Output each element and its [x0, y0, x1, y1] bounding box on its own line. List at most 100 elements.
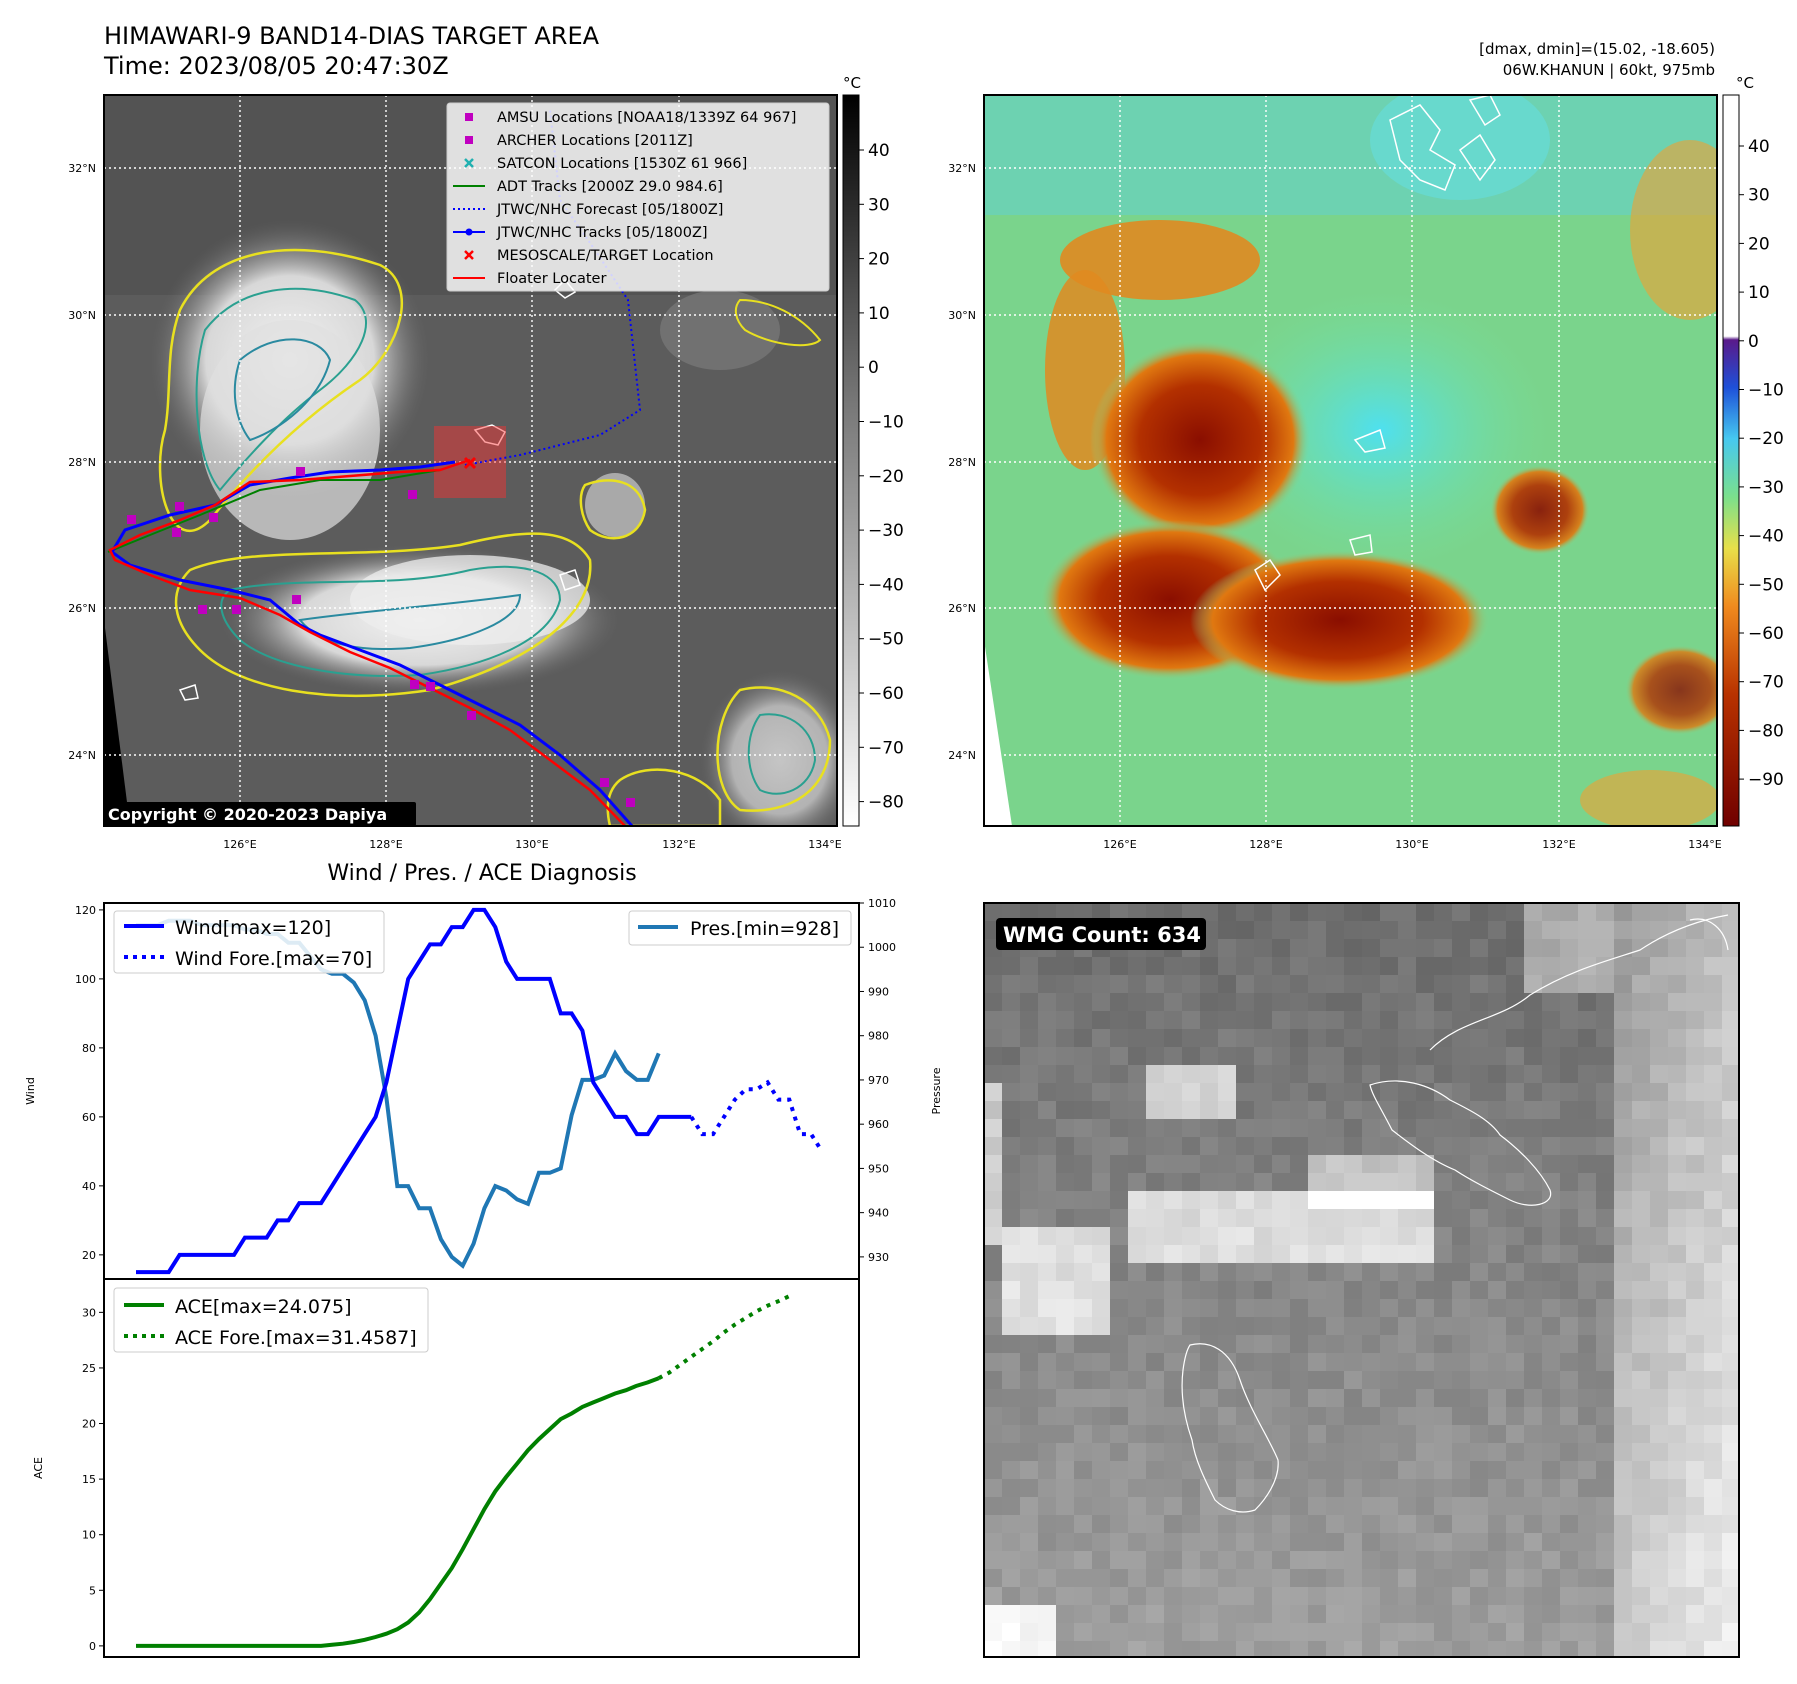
- contour-line: [158, 248, 404, 532]
- legend-label: SATCON Locations [1530Z 61 966]: [497, 156, 747, 172]
- lon-label: 134°E: [1688, 838, 1721, 851]
- lon-label: 126°E: [223, 838, 256, 851]
- ace-tick-label: 15: [82, 1473, 96, 1486]
- colorbar-tick: −10: [868, 413, 904, 433]
- wmg-frame: [983, 902, 1740, 1658]
- pressure-axis-ticks: 930 940 950 960 970 980 990 1000 1010: [859, 897, 896, 1264]
- colorbar-tick: −20: [1748, 429, 1784, 449]
- ir-lat-labels: 32°N 30°N 28°N 26°N 24°N: [68, 162, 96, 762]
- wind-tick-label: 120: [75, 904, 96, 917]
- ace-tick-label: 0: [89, 1640, 96, 1653]
- colorbar-tick: −40: [1748, 527, 1784, 547]
- copyright-text: Copyright © 2020-2023 Dapiya: [108, 805, 387, 824]
- lon-label: 134°E: [808, 838, 841, 851]
- ace-line: [136, 1376, 660, 1648]
- wind-pressure-chart: 20 40 60 80 100 120 930 940 950 960 970 980 990 1000…: [24, 897, 943, 1280]
- colorbar-tick: −60: [868, 684, 904, 704]
- colorbar-tick: 30: [868, 195, 890, 215]
- colorbar-tick: 30: [1748, 186, 1770, 206]
- enhanced-map-frame: [983, 94, 1718, 827]
- storm-info-text: 06W.KHANUN | 60kt, 975mb: [1503, 61, 1715, 79]
- pressure-tick-label: 940: [868, 1207, 889, 1220]
- figure-title: HIMAWARI-9 BAND14-DIAS TARGET AREA: [104, 22, 600, 50]
- wmg-count-text: WMG Count: 634: [1003, 923, 1201, 947]
- enhanced-colorbar-unit: °C: [1736, 74, 1754, 92]
- target-x-marker: [463, 456, 477, 470]
- colorbar-tick: −60: [1748, 624, 1784, 644]
- ace-legend-label: ACE[max=24.075]: [175, 1296, 352, 1318]
- pressure-tick-label: 980: [868, 1030, 889, 1043]
- diagnosis-title: Wind / Pres. / ACE Diagnosis: [327, 861, 636, 886]
- lat-label: 30°N: [948, 309, 976, 322]
- colorbar-tick: 0: [868, 358, 879, 378]
- cold-cloud-south: [1190, 550, 1490, 690]
- enhanced-map-panel: 32°N 30°N 28°N 26°N 24°N 126°E 128°E 130°E 132°…: [948, 94, 1722, 851]
- colorbar-tick: −10: [1748, 381, 1784, 401]
- pressure-axis-label: Pressure: [930, 1067, 943, 1114]
- colorbar-tick: −30: [1748, 478, 1784, 498]
- legend-label: AMSU Locations [NOAA18/1339Z 64 967]: [497, 110, 796, 126]
- ace-legend: ACE[max=24.075] ACE Fore.[max=31.4587]: [113, 1287, 429, 1353]
- lat-label: 32°N: [68, 162, 96, 175]
- colorbar-tick: −70: [1748, 673, 1784, 693]
- colorbar-tick: 40: [868, 141, 890, 161]
- lat-label: 32°N: [948, 162, 976, 175]
- ir-lon-labels: 126°E 128°E 130°E 132°E 134°E: [223, 838, 841, 851]
- legend-label: MESOSCALE/TARGET Location: [497, 248, 714, 264]
- colorbar-tick: 10: [1748, 283, 1770, 303]
- pressure-tick-label: 930: [868, 1251, 889, 1264]
- pressure-tick-label: 1010: [868, 897, 896, 910]
- adt-track: [107, 469, 441, 553]
- ace-forecast-legend-label: ACE Fore.[max=31.4587]: [175, 1327, 417, 1349]
- ir-colorbar-unit: °C: [843, 74, 861, 92]
- wmg-panel: WMG Count: 634: [983, 902, 1740, 1658]
- pressure-legend-label: Pres.[min=928]: [690, 918, 839, 940]
- lat-label: 28°N: [68, 456, 96, 469]
- pressure-legend: Pres.[min=928]: [628, 910, 852, 946]
- wind-forecast-line: [689, 1079, 824, 1153]
- lat-label: 24°N: [948, 749, 976, 762]
- ace-forecast-line: [657, 1294, 791, 1380]
- ace-axis-label: ACE: [32, 1457, 45, 1479]
- ir-colorbar: °C 40 30 20 10 0 −10 −20 −30 −40 −50 −60 −70 −80: [842, 74, 904, 827]
- pressure-tick-label: 990: [868, 985, 889, 998]
- colorbar-tick: −70: [868, 738, 904, 758]
- enhanced-no-data-region: [984, 640, 1012, 826]
- colorbar-tick: −80: [1748, 721, 1784, 741]
- wind-tick-label: 100: [75, 973, 96, 986]
- ace-tick-label: 5: [89, 1584, 96, 1597]
- figure-time: Time: 2023/08/05 20:47:30Z: [103, 52, 449, 80]
- lon-label: 130°E: [515, 838, 548, 851]
- cold-cloud-north: [1090, 340, 1310, 540]
- lat-label: 26°N: [948, 602, 976, 615]
- lon-label: 132°E: [1542, 838, 1575, 851]
- pressure-tick-label: 970: [868, 1074, 889, 1087]
- wind-legend: Wind[max=120] Wind Fore.[max=70]: [113, 910, 385, 974]
- wind-tick-label: 20: [82, 1249, 96, 1262]
- lon-label: 128°E: [369, 838, 402, 851]
- lat-label: 24°N: [68, 749, 96, 762]
- ir-map-frame: [103, 94, 838, 827]
- wind-line: [136, 907, 692, 1275]
- ace-chart: 0 5 10 15 20 25 30 ACE ACE[max=24.075] ACE For…: [32, 1278, 860, 1658]
- floater-locater-line: [108, 458, 626, 826]
- wind-forecast-legend-label: Wind Fore.[max=70]: [175, 948, 372, 970]
- lon-label: 130°E: [1395, 838, 1428, 851]
- colorbar-tick: 20: [868, 250, 890, 270]
- wind-axis-label: Wind: [24, 1077, 37, 1105]
- legend-label: Floater Locater: [497, 271, 606, 287]
- colorbar-tick: −50: [1748, 575, 1784, 595]
- amsu-archer-markers: [127, 467, 635, 807]
- wind-tick-label: 80: [82, 1042, 96, 1055]
- colorbar-tick: −40: [868, 575, 904, 595]
- pressure-tick-label: 1000: [868, 941, 896, 954]
- jtwc-best-track: [110, 460, 634, 826]
- ace-tick-label: 25: [82, 1362, 96, 1375]
- enhanced-lon-labels: 126°E 128°E 130°E 132°E 134°E: [1103, 838, 1721, 851]
- wmg-coastlines: [1181, 914, 1729, 1513]
- legend-label: JTWC/NHC Tracks [05/1800Z]: [496, 225, 708, 241]
- wmg-pixel-field: [984, 903, 1739, 1657]
- wind-axis-ticks: 20 40 60 80 100 120: [75, 904, 104, 1262]
- pressure-tick-label: 950: [868, 1162, 889, 1175]
